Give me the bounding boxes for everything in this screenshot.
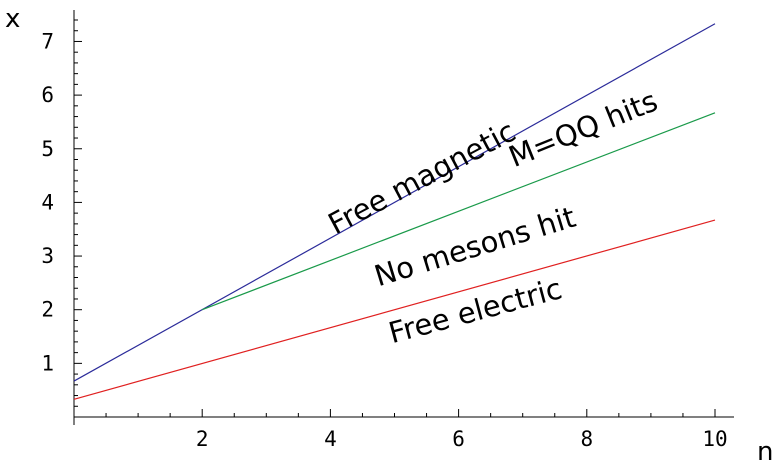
x-tick-label: 4	[324, 427, 337, 451]
series-line-3	[73, 219, 716, 400]
y-tick-label: 2	[41, 298, 54, 322]
series-line-1	[73, 23, 716, 382]
y-tick-label: 6	[41, 83, 54, 107]
series-layer	[73, 23, 716, 400]
y-tick-label: 1	[41, 351, 54, 375]
y-tick-label: 3	[41, 244, 54, 268]
y-tick-label: 4	[41, 190, 54, 214]
x-axis-label: n	[757, 437, 773, 465]
y-tick-label: 7	[41, 29, 54, 53]
y-tick-label: 5	[41, 137, 54, 161]
x-tick-label: 6	[452, 427, 465, 451]
series-line-2	[201, 112, 716, 311]
x-tick-label: 2	[196, 427, 209, 451]
x-tick-label: 10	[702, 427, 727, 451]
x-tick-label: 8	[580, 427, 593, 451]
axes	[73, 10, 734, 425]
y-axis-label: x	[5, 4, 20, 34]
region-label-1: Free magnetic	[323, 114, 522, 241]
